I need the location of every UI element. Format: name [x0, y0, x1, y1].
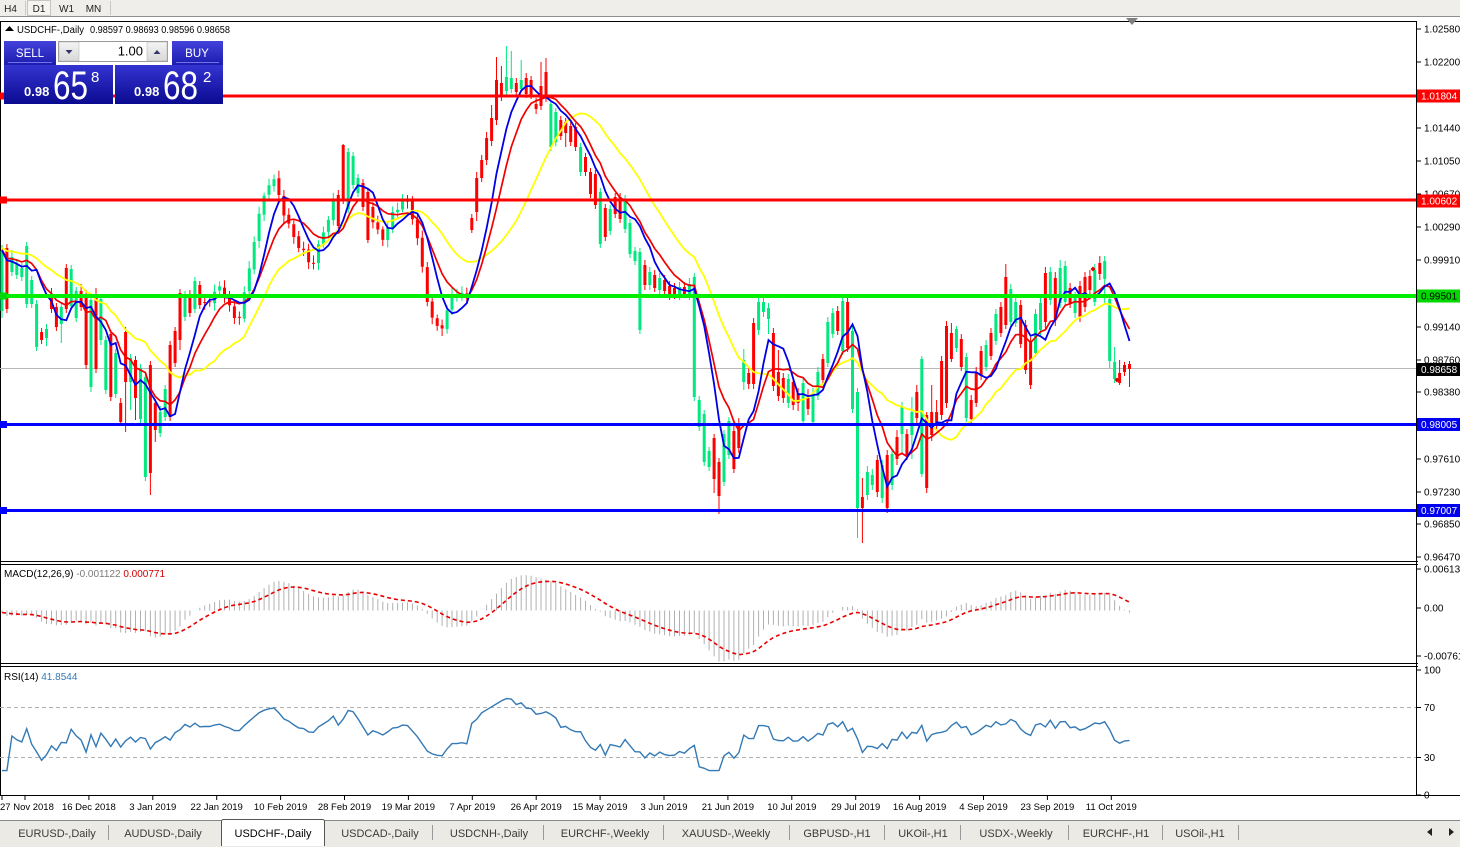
svg-text:65: 65: [53, 64, 88, 108]
svg-text:-0.0076120: -0.0076120: [1424, 652, 1460, 663]
svg-text:W1: W1: [59, 4, 74, 15]
svg-text:SELL: SELL: [16, 48, 45, 60]
svg-text:4 Sep 2019: 4 Sep 2019: [959, 802, 1008, 813]
svg-text:1.01804: 1.01804: [1421, 92, 1458, 103]
svg-text:0: 0: [1424, 791, 1430, 802]
svg-text:EURCHF-,Weekly: EURCHF-,Weekly: [561, 828, 650, 840]
svg-text:USOil-,H1: USOil-,H1: [1175, 828, 1225, 840]
svg-text:USDCHF-,Daily: USDCHF-,Daily: [17, 25, 84, 36]
svg-text:3 Jan 2019: 3 Jan 2019: [129, 802, 176, 813]
svg-text:28 Feb 2019: 28 Feb 2019: [318, 802, 371, 813]
svg-text:D1: D1: [33, 4, 46, 15]
svg-text:0.98380: 0.98380: [1424, 388, 1460, 399]
svg-text:26 Apr 2019: 26 Apr 2019: [511, 802, 562, 813]
svg-text:0.98: 0.98: [24, 84, 49, 99]
svg-text:USDCHF-,Daily: USDCHF-,Daily: [235, 828, 313, 840]
svg-text:USDCNH-,Daily: USDCNH-,Daily: [450, 828, 529, 840]
svg-text:0.98005: 0.98005: [1421, 420, 1458, 431]
svg-text:1.02200: 1.02200: [1424, 58, 1460, 69]
svg-text:0.96850: 0.96850: [1424, 520, 1460, 531]
svg-text:22 Jan 2019: 22 Jan 2019: [191, 802, 243, 813]
svg-text:UKOil-,H1: UKOil-,H1: [898, 828, 948, 840]
svg-text:0.98658: 0.98658: [1421, 365, 1458, 376]
svg-text:2: 2: [203, 69, 211, 86]
svg-text:1.02580: 1.02580: [1424, 25, 1460, 36]
svg-text:0.97007: 0.97007: [1421, 506, 1458, 517]
svg-text:100: 100: [1424, 666, 1441, 677]
svg-text:7 Apr 2019: 7 Apr 2019: [449, 802, 495, 813]
svg-text:GBPUSD-,H1: GBPUSD-,H1: [803, 828, 870, 840]
svg-text:AUDUSD-,Daily: AUDUSD-,Daily: [124, 828, 202, 840]
svg-text:0.98760: 0.98760: [1424, 356, 1460, 367]
svg-text:68: 68: [163, 64, 198, 108]
svg-text:RSI(14) 41.8544: RSI(14) 41.8544: [4, 672, 78, 683]
svg-text:21 Jun 2019: 21 Jun 2019: [702, 802, 754, 813]
svg-text:70: 70: [1424, 703, 1436, 714]
svg-text:0.97610: 0.97610: [1424, 455, 1460, 466]
svg-text:11 Oct 2019: 11 Oct 2019: [1086, 802, 1137, 813]
svg-text:0.99910: 0.99910: [1424, 256, 1460, 267]
svg-text:0.96470: 0.96470: [1424, 553, 1460, 564]
svg-text:29 Jul 2019: 29 Jul 2019: [831, 802, 880, 813]
svg-text:MACD(12,26,9) -0.001122 0.0007: MACD(12,26,9) -0.001122 0.000771: [4, 569, 165, 580]
svg-text:1.00602: 1.00602: [1421, 197, 1458, 208]
svg-text:23 Sep 2019: 23 Sep 2019: [1020, 802, 1074, 813]
svg-text:0.00: 0.00: [1424, 604, 1444, 615]
svg-text:0.97230: 0.97230: [1424, 488, 1460, 499]
svg-text:27 Nov 2018: 27 Nov 2018: [0, 802, 54, 813]
svg-text:1.00290: 1.00290: [1424, 223, 1460, 234]
svg-text:0.00613: 0.00613: [1424, 565, 1460, 576]
svg-text:30: 30: [1424, 753, 1436, 764]
svg-text:1.01050: 1.01050: [1424, 157, 1460, 168]
svg-text:0.98: 0.98: [134, 84, 159, 99]
svg-text:16 Aug 2019: 16 Aug 2019: [893, 802, 946, 813]
svg-text:1.00: 1.00: [118, 44, 143, 59]
svg-text:3 Jun 2019: 3 Jun 2019: [640, 802, 687, 813]
svg-text:19 Mar 2019: 19 Mar 2019: [382, 802, 435, 813]
svg-text:0.98597 0.98693 0.98596 0.9865: 0.98597 0.98693 0.98596 0.98658: [90, 25, 230, 36]
svg-text:1.01440: 1.01440: [1424, 124, 1460, 135]
svg-text:XAUUSD-,Weekly: XAUUSD-,Weekly: [682, 828, 771, 840]
svg-text:EURUSD-,Daily: EURUSD-,Daily: [18, 828, 96, 840]
svg-text:USDCAD-,Daily: USDCAD-,Daily: [341, 828, 419, 840]
svg-text:15 May 2019: 15 May 2019: [573, 802, 628, 813]
svg-text:USDX-,Weekly: USDX-,Weekly: [979, 828, 1053, 840]
svg-text:8: 8: [91, 69, 99, 86]
svg-text:0.99140: 0.99140: [1424, 323, 1460, 334]
svg-text:0.99501: 0.99501: [1421, 292, 1458, 303]
svg-text:10 Jul 2019: 10 Jul 2019: [767, 802, 816, 813]
svg-text:H4: H4: [4, 4, 17, 15]
svg-text:16 Dec 2018: 16 Dec 2018: [62, 802, 116, 813]
svg-text:MN: MN: [86, 4, 102, 15]
svg-text:EURCHF-,H1: EURCHF-,H1: [1083, 828, 1150, 840]
svg-text:10 Feb 2019: 10 Feb 2019: [254, 802, 307, 813]
svg-text:BUY: BUY: [185, 48, 209, 60]
